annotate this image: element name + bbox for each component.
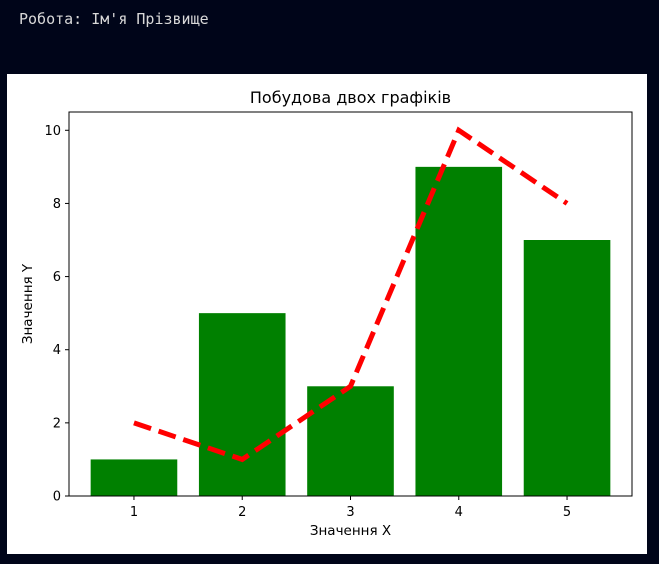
line-series	[133, 126, 569, 463]
y-tick-label: 10	[44, 124, 61, 139]
bar	[523, 240, 611, 496]
x-axis-label: Значення X	[310, 523, 391, 539]
bar	[307, 386, 394, 496]
line-series-path	[133, 126, 569, 463]
x-tick-label: 4	[455, 505, 463, 520]
x-tick-label: 5	[563, 505, 571, 520]
y-tick-label: 0	[53, 490, 61, 505]
x-tick-label: 2	[238, 505, 246, 520]
y-tick-label: 4	[53, 343, 61, 358]
console-output-line: Робота: Ім'я Прізвище	[19, 10, 209, 28]
y-tick-label: 6	[53, 270, 61, 285]
bar	[198, 313, 286, 496]
chart-figure: Побудова двох графіків 1 2 3 4 5 0 2 4 6 8 10 Зна…	[7, 74, 647, 554]
x-tick-label: 1	[130, 505, 138, 520]
bar	[415, 166, 503, 496]
bar-series	[90, 166, 611, 496]
x-tick-label: 3	[346, 505, 354, 520]
chart-title: Побудова двох графіків	[250, 88, 451, 107]
bar	[90, 459, 178, 496]
y-tick-label: 2	[53, 416, 61, 431]
y-tick-label: 8	[53, 197, 61, 212]
chart-svg: Побудова двох графіків 1 2 3 4 5 0 2 4 6 8 10 Зна…	[20, 88, 633, 539]
y-axis-ticks: 0 2 4 6 8 10	[44, 124, 69, 505]
y-axis-label: Значення Y	[20, 263, 36, 344]
x-axis-ticks: 1 2 3 4 5	[130, 496, 571, 520]
